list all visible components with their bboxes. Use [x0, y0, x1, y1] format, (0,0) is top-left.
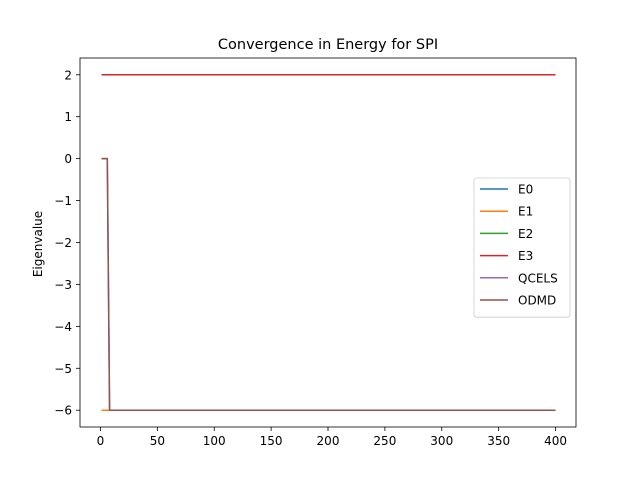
y-tick-label: −6: [54, 404, 72, 418]
y-axis-title: Eigenvalue: [31, 211, 45, 277]
legend-label: ODMD: [518, 294, 556, 308]
y-tick-label: −4: [54, 320, 72, 334]
legend-label: E0: [518, 183, 533, 197]
y-tick-label: 0: [64, 152, 72, 166]
y-tick-label: 1: [64, 110, 72, 124]
legend-label: E3: [518, 249, 533, 263]
x-tick-label: 250: [373, 434, 396, 448]
x-tick-label: 0: [97, 434, 105, 448]
legend: E0 E1 E2 E3 QCELS ODMD: [473, 177, 571, 318]
axes-frame: [79, 57, 577, 428]
series-line-odmd: [101, 157, 556, 411]
legend-label: QCELS: [518, 271, 558, 285]
x-tick-label: 200: [317, 434, 340, 448]
y-tick-label: −1: [54, 194, 72, 208]
y-tick-label: −3: [54, 278, 72, 292]
x-tick-label: 50: [150, 434, 165, 448]
y-tick-label: 2: [64, 68, 72, 82]
legend-label: E1: [518, 205, 533, 219]
x-tick-label: 350: [487, 434, 510, 448]
y-tick-label: −5: [54, 362, 72, 376]
x-tick-label: 150: [260, 434, 283, 448]
legend-box: [473, 177, 571, 318]
chart-title: Convergence in Energy for SPI: [218, 37, 438, 53]
x-tick-label: 400: [544, 434, 567, 448]
legend-label: E2: [518, 227, 533, 241]
y-tick-label: −2: [54, 236, 72, 250]
x-tick-label: 300: [430, 434, 453, 448]
x-tick-label: 100: [203, 434, 226, 448]
